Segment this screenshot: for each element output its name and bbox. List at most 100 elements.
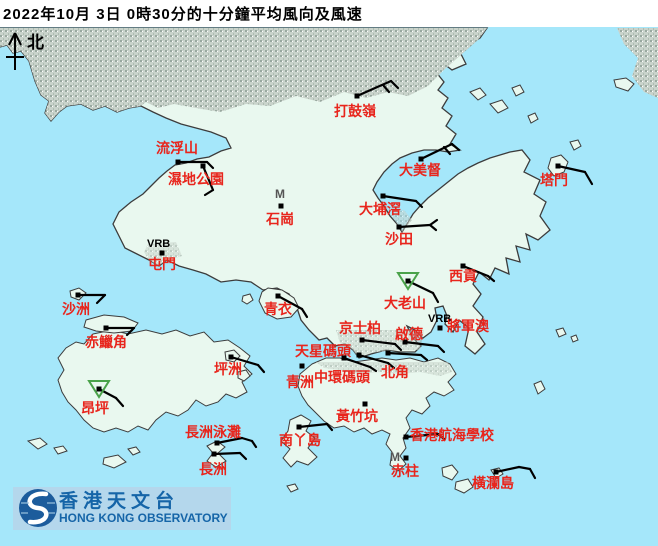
station-dot[interactable] xyxy=(299,363,305,369)
station-label[interactable]: 南丫島 xyxy=(279,432,321,449)
station-label[interactable]: 京士柏 xyxy=(339,320,381,337)
station-dot[interactable] xyxy=(405,278,411,284)
wind-barb xyxy=(397,223,432,229)
station-dot[interactable] xyxy=(278,203,284,209)
island xyxy=(511,84,525,97)
wind-barb xyxy=(528,467,537,480)
station-label[interactable]: 青衣 xyxy=(264,301,293,318)
station-dot[interactable] xyxy=(75,292,81,298)
station-label[interactable]: 長洲泳灘 xyxy=(185,424,241,441)
station-label[interactable]: 打鼓嶺 xyxy=(334,103,377,120)
island xyxy=(533,380,546,395)
wind-barb xyxy=(393,342,403,352)
station-label[interactable]: 大埔滘 xyxy=(359,201,401,218)
station-dot[interactable] xyxy=(296,424,302,430)
wind-barb xyxy=(238,451,248,461)
station-dot[interactable] xyxy=(341,355,347,361)
station-dot[interactable] xyxy=(385,350,391,356)
wind-barb xyxy=(428,223,438,232)
island xyxy=(527,112,539,124)
station-dot[interactable] xyxy=(555,163,561,169)
island xyxy=(57,329,253,433)
station-dot[interactable] xyxy=(380,193,386,199)
urban-area xyxy=(336,330,424,357)
station-label[interactable]: 長洲 xyxy=(199,462,227,478)
station-label[interactable]: 屯門 xyxy=(148,256,176,273)
station-dot[interactable] xyxy=(175,159,181,165)
station-label[interactable]: 中環碼頭 xyxy=(314,369,371,386)
station-dot[interactable] xyxy=(96,386,102,392)
hill-triangle-icon xyxy=(396,272,420,291)
wind-barb xyxy=(95,293,107,305)
station-label[interactable]: 青洲 xyxy=(286,374,314,391)
station-dot[interactable] xyxy=(354,93,360,99)
wind-barb xyxy=(386,361,396,370)
station-label[interactable]: 黃竹坑 xyxy=(335,408,378,425)
station-label[interactable]: 沙洲 xyxy=(62,302,90,318)
wind-barb xyxy=(203,188,215,197)
station-dot[interactable] xyxy=(211,451,217,457)
island xyxy=(102,454,127,469)
station-dot[interactable] xyxy=(460,263,466,269)
wind-barb xyxy=(556,164,587,174)
wind-barb xyxy=(229,355,260,367)
station-label[interactable]: 流浮山 xyxy=(156,140,198,157)
station-dot[interactable] xyxy=(103,325,109,331)
station-dot[interactable] xyxy=(356,352,362,358)
station-dot[interactable] xyxy=(403,455,409,461)
station-label[interactable]: 沙田 xyxy=(385,232,413,248)
wind-barb xyxy=(300,307,309,319)
station-dot[interactable] xyxy=(362,401,368,407)
station-dot[interactable] xyxy=(214,440,220,446)
station-label[interactable]: 香港航海學校 xyxy=(409,427,495,444)
wind-barb xyxy=(368,365,378,373)
station-label[interactable]: 啟德 xyxy=(395,326,423,343)
station-label[interactable]: 北角 xyxy=(381,364,409,381)
wind-barb xyxy=(276,294,304,311)
station-dot[interactable] xyxy=(159,250,165,256)
wind-barb xyxy=(428,218,439,227)
island xyxy=(237,369,251,382)
island xyxy=(489,99,509,114)
wind-barb xyxy=(215,436,244,445)
station-dot[interactable] xyxy=(275,293,281,299)
hko-banner[interactable]: 香港天文台 HONG KONG OBSERVATORY xyxy=(13,487,231,530)
station-dot[interactable] xyxy=(418,156,424,162)
station-label[interactable]: 大美督 xyxy=(399,162,441,179)
station-dot[interactable] xyxy=(402,339,408,345)
station-label[interactable]: 坪洲 xyxy=(214,362,242,378)
hill-triangle-icon xyxy=(87,380,111,399)
station-label[interactable]: 赤柱 xyxy=(391,463,419,480)
station-dot[interactable] xyxy=(396,224,402,230)
station-dot[interactable] xyxy=(200,163,206,169)
station-label[interactable]: 昂坪 xyxy=(81,401,109,417)
station-label[interactable]: 將軍澳 xyxy=(447,318,490,335)
island xyxy=(53,445,68,455)
wind-barb xyxy=(389,79,400,90)
station-label[interactable]: 塔門 xyxy=(540,172,568,189)
wind-barb xyxy=(201,164,215,192)
wind-barb xyxy=(357,353,390,365)
wind-barb xyxy=(125,326,136,337)
station-dot[interactable] xyxy=(359,337,365,343)
station-label[interactable]: 赤鱲角 xyxy=(85,334,127,351)
station-label[interactable]: 西貢 xyxy=(449,269,477,285)
station-dot[interactable] xyxy=(228,354,234,360)
station-label[interactable]: 石崗 xyxy=(265,211,294,228)
station-label[interactable]: 大老山 xyxy=(384,295,426,312)
wind-barb xyxy=(97,387,118,400)
wind-barb xyxy=(240,436,254,443)
wind-barb xyxy=(381,83,391,94)
station-dot[interactable] xyxy=(403,434,409,440)
island xyxy=(555,327,567,338)
station-label[interactable]: 橫瀾島 xyxy=(472,475,514,492)
wind-barb xyxy=(436,432,446,441)
station-dot[interactable] xyxy=(493,469,499,475)
station-dot[interactable] xyxy=(437,325,443,331)
wind-barb xyxy=(419,142,454,161)
wind-barb xyxy=(403,340,440,348)
station-label[interactable]: 天星碼頭 xyxy=(295,344,352,360)
station-label[interactable]: 濕地公園 xyxy=(168,171,224,188)
